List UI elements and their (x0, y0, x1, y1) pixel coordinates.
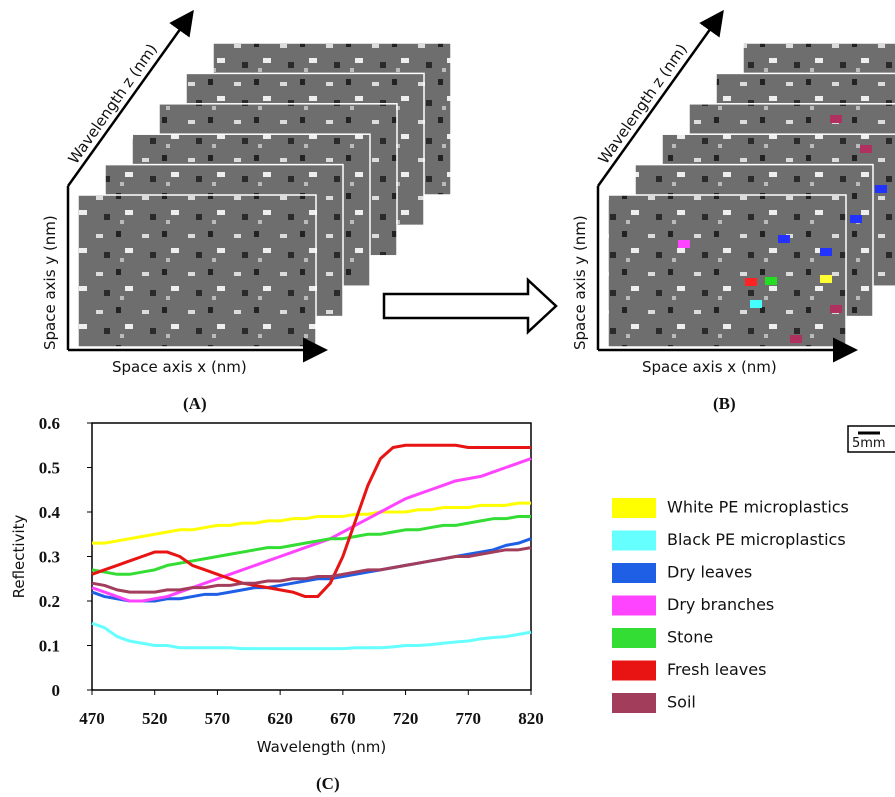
x-axis-label: Wavelength (nm) (257, 738, 387, 756)
class-fleck (790, 335, 802, 343)
class-fleck (745, 278, 757, 286)
panel-label: (B) (713, 394, 736, 413)
page: {"figure": {"wavelength_z": "Wavelength … (0, 0, 895, 797)
legend-label: Dry branches (667, 595, 774, 614)
class-fleck (778, 235, 790, 243)
x-tick-label: 520 (142, 709, 168, 728)
x-axis-label: Space axis x (nm) (112, 358, 247, 376)
panel-label: (A) (183, 394, 207, 413)
x-tick-label: 770 (456, 709, 482, 728)
y-tick-label: 0 (52, 681, 61, 700)
legend-swatch (612, 531, 656, 551)
y-tick-label: 0.2 (39, 592, 60, 611)
y-axis-label: Reflectivity (10, 515, 28, 599)
figure: Space axis x (nm) Space axis y (nm) Wave… (0, 0, 895, 797)
legend-label: Black PE microplastics (667, 530, 846, 549)
legend-label: Stone (667, 628, 713, 647)
y-axis-label: Space axis y (nm) (571, 215, 589, 350)
class-fleck (875, 185, 887, 193)
y-tick-label: 0.5 (39, 459, 60, 478)
class-fleck (860, 145, 872, 153)
legend-swatch (612, 563, 656, 583)
panel-label: (C) (316, 774, 340, 793)
legend-swatch (612, 596, 656, 616)
class-fleck (678, 240, 690, 248)
class-fleck (830, 305, 842, 313)
x-tick-label: 620 (267, 709, 293, 728)
legend-swatch (612, 498, 656, 518)
y-tick-label: 0.3 (39, 548, 60, 567)
x-tick-label: 720 (393, 709, 419, 728)
class-fleck (830, 115, 842, 123)
legend-swatch (612, 628, 656, 648)
series-line (92, 623, 531, 648)
class-fleck (765, 277, 777, 285)
class-fleck (820, 248, 832, 256)
x-tick-label: 820 (518, 709, 544, 728)
x-tick-label: 670 (330, 709, 356, 728)
y-tick-label: 0.1 (39, 637, 60, 656)
legend-label: White PE microplastics (667, 498, 849, 517)
image-frame (78, 195, 316, 347)
scale-bar-label: 5mm (852, 436, 886, 451)
class-fleck (820, 275, 832, 283)
image-frame (608, 195, 846, 347)
x-tick-label: 470 (79, 709, 105, 728)
x-axis-label: Space axis x (nm) (642, 358, 777, 376)
class-fleck (850, 215, 862, 223)
legend-label: Dry leaves (667, 563, 752, 582)
class-fleck (750, 300, 762, 308)
legend-swatch (612, 693, 656, 713)
y-tick-label: 0.6 (39, 414, 60, 433)
legend-label: Fresh leaves (667, 660, 766, 679)
legend-swatch (612, 661, 656, 681)
y-tick-label: 0.4 (39, 503, 61, 522)
series-line (92, 445, 531, 596)
process-arrow (384, 280, 556, 332)
chart: 0 0.1 0.2 0.3 0.4 0.5 0.6 470 520 570 620 670 720 770… (10, 414, 849, 756)
legend-label: Soil (667, 693, 696, 712)
y-axis-label: Space axis y (nm) (41, 215, 59, 350)
x-tick-label: 570 (205, 709, 231, 728)
